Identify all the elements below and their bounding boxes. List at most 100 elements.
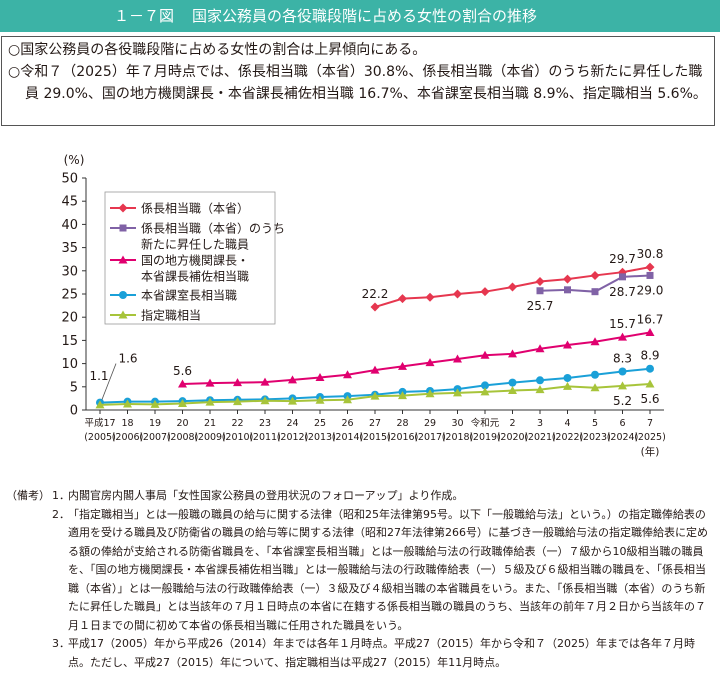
y-tick-label: 20	[61, 311, 78, 326]
note-item-2: 2． 「指定職相当」とは一般職の職員の給与に関する法律（昭和25年法律第95号。…	[6, 506, 714, 636]
x-tick-sublabel: (2019)	[469, 432, 501, 443]
legend-label: 指定職相当	[141, 308, 201, 323]
x-tick-sublabel: (2005)	[84, 432, 116, 443]
data-point	[508, 378, 517, 387]
note-item-1: （備考） 1． 内閣官房内閣人事局「女性国家公務員の登用状況のフォローアップ」よ…	[6, 487, 714, 506]
legend-swatch-marker	[119, 291, 127, 299]
series-1	[536, 271, 654, 296]
data-point	[535, 276, 545, 286]
data-point	[370, 302, 380, 312]
x-tick-sublabel: (2016)	[387, 432, 419, 443]
y-tick-label: 35	[61, 241, 78, 256]
x-tick-label: 25	[314, 418, 326, 429]
legend-label: 係長相当職（本省）のうち	[141, 222, 285, 236]
data-point	[508, 386, 517, 395]
data-label-leader	[101, 363, 117, 400]
data-point	[260, 396, 270, 405]
data-label: 22.2	[362, 287, 389, 301]
legend-label: 係長相当職（本省）	[141, 202, 249, 216]
x-tick-sublabel: (2024)	[607, 432, 639, 443]
data-point	[233, 397, 242, 406]
x-tick-sublabel: (2009)	[194, 432, 226, 443]
data-label: 28.7	[609, 285, 636, 299]
legend-label: 本省課長補佐相当職	[141, 269, 249, 284]
data-point	[150, 399, 160, 408]
x-tick-sublabel: (2010)	[222, 432, 254, 443]
data-point	[645, 379, 655, 388]
x-tick-label: 18	[121, 418, 133, 429]
data-point	[95, 400, 105, 409]
x-tick-label: 22	[231, 418, 243, 429]
legend-swatch-marker	[119, 224, 127, 232]
data-point	[453, 388, 462, 397]
x-tick-sublabel: (2015)	[359, 432, 391, 443]
note-item-3: 3． 平成17（2005）年から平成26（2014）年までは各年１月時点。平成2…	[6, 635, 714, 672]
figure-title-bar: １－７図 国家公務員の各役職段階に占める女性の割合の推移	[0, 0, 720, 32]
x-tick-label: 7	[647, 418, 653, 429]
data-point	[370, 365, 380, 374]
data-label: 8.9	[640, 349, 659, 363]
data-label: 29.0	[637, 283, 664, 297]
data-point	[564, 286, 571, 294]
x-tick-label: 6	[619, 418, 625, 429]
x-axis-unit: (年)	[641, 445, 660, 458]
y-tick-label: 10	[61, 357, 78, 372]
data-point	[618, 367, 627, 376]
x-tick-label: 2	[509, 418, 515, 429]
legend-swatch-marker	[118, 310, 128, 319]
data-point	[590, 270, 600, 280]
data-point	[536, 287, 544, 295]
legend-label: 国の地方機関課長・	[141, 253, 249, 268]
x-tick-label: 4	[564, 418, 570, 429]
data-point	[315, 395, 325, 404]
data-point	[563, 381, 572, 390]
data-point	[205, 378, 215, 387]
x-tick-label: 30	[451, 418, 463, 429]
note-text: 「指定職相当」とは一般職の職員の給与に関する法律（昭和25年法律第95号。以下「…	[68, 507, 708, 632]
x-tick-sublabel: (2021)	[524, 432, 556, 443]
data-label: 15.7	[609, 317, 636, 331]
legend-swatch-marker	[118, 255, 128, 264]
x-tick-label: 23	[259, 418, 271, 429]
data-point	[260, 377, 270, 386]
x-tick-sublabel: (2014)	[332, 432, 364, 443]
y-tick-label: 15	[61, 334, 78, 349]
data-point	[508, 349, 517, 358]
x-tick-label: 3	[537, 418, 543, 429]
data-point	[425, 292, 435, 302]
data-point	[425, 358, 435, 367]
legend-box	[104, 191, 276, 325]
data-label: 1.1	[89, 369, 108, 383]
data-point	[315, 373, 325, 382]
data-point	[178, 379, 187, 388]
notes-section: （備考） 1． 内閣官房内閣人事局「女性国家公務員の登用状況のフォローアップ」よ…	[6, 487, 714, 672]
chart-legend: 係長相当職（本省） 係長相当職（本省）のうち新たに昇任した職員国の地方機関課長・本…	[104, 191, 285, 325]
data-point	[398, 294, 407, 304]
data-point	[480, 350, 490, 359]
x-tick-sublabel: (2018)	[442, 432, 474, 443]
series-line	[182, 331, 651, 386]
legend-item: 係長相当職（本省）	[110, 202, 249, 216]
y-tick-label: 5	[70, 380, 78, 395]
series-0	[370, 262, 655, 312]
x-tick-label: 20	[176, 418, 188, 429]
data-point	[398, 361, 407, 370]
data-point	[591, 288, 599, 296]
data-point	[563, 373, 572, 382]
notes-lead: （備考）	[6, 489, 50, 502]
legend-item: 指定職相当	[110, 308, 201, 323]
x-tick-sublabel: (2022)	[552, 432, 584, 443]
x-tick-sublabel: (2017)	[414, 432, 446, 443]
legend-label: 本省課室長相当職	[141, 288, 237, 303]
line-chart: 05101520253035404550(%)平成17(2005)18(2006…	[61, 153, 666, 458]
data-point	[590, 337, 600, 346]
data-point	[618, 381, 627, 390]
x-tick-sublabel: (2025)	[634, 432, 666, 443]
legend-item: 国の地方機関課長・本省課長補佐相当職	[110, 253, 249, 284]
chart-area: 0 5 10 15 20 25 30 35 40 45 50 (%) 平成17 (2005) 18 (2006…	[0, 140, 720, 470]
data-point	[288, 375, 297, 384]
figure-title: 国家公務員の各役職段階に占める女性の割合の推移	[192, 7, 538, 25]
data-point	[618, 332, 627, 341]
y-axis-unit: (%)	[64, 153, 85, 167]
x-tick-sublabel: (2020)	[497, 432, 529, 443]
